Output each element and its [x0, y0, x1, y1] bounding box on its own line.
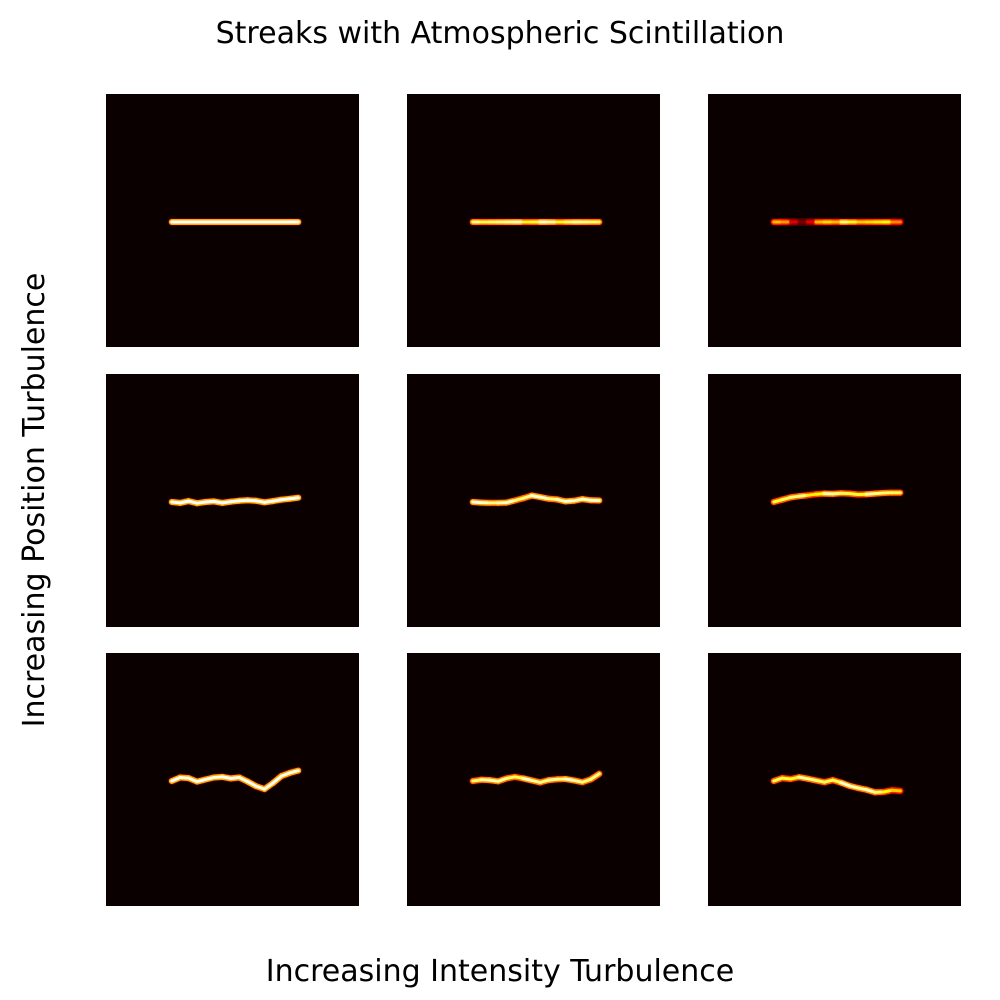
heatmap-panel-r3-c1	[106, 653, 359, 906]
panel-background	[407, 374, 660, 627]
streak-core-segment	[187, 776, 199, 784]
panel-background	[708, 374, 961, 627]
streak-core-segment	[288, 769, 300, 775]
heatmap-panel-r1-c3	[708, 94, 961, 347]
streak-core-segment	[288, 496, 300, 501]
streak-core-segment	[263, 781, 275, 791]
streak-core-segment	[271, 774, 283, 785]
streak-core-segment	[839, 781, 852, 788]
streak-core-segment	[589, 772, 601, 781]
x-axis-label: Increasing Intensity Turbulence	[265, 954, 735, 989]
chart-title: Streaks with Atmospheric Scintillation	[215, 16, 785, 51]
heatmap-panel-r1-c1	[106, 94, 359, 347]
streak-core-segment	[890, 788, 902, 793]
streak-core-segment	[246, 780, 258, 788]
heatmap-panel-r2-c1	[106, 374, 359, 627]
streak-core-segment	[237, 776, 250, 784]
heatmap-panel-r1-c2	[407, 94, 660, 347]
heatmap-panel-r3-c3	[708, 653, 961, 906]
heatmap-panel-r3-c2	[407, 653, 660, 906]
heatmap-panel-r2-c2	[407, 374, 660, 627]
heatmap-panel-r2-c3	[708, 374, 961, 627]
streak-core-segment	[170, 776, 182, 783]
